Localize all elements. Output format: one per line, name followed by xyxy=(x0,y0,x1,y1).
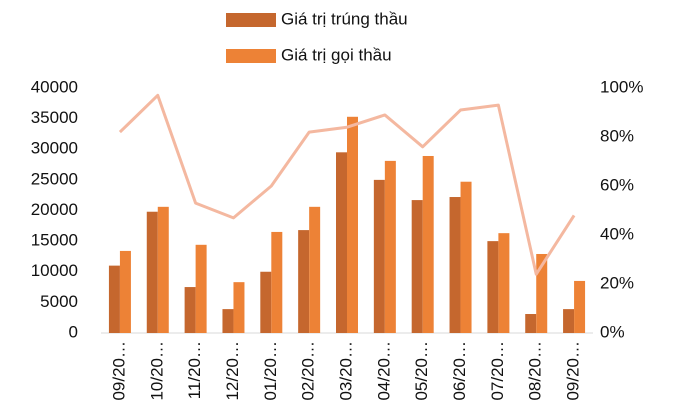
bar xyxy=(411,200,423,333)
y-tick-label: 35000 xyxy=(31,108,78,127)
bar xyxy=(563,309,575,333)
bar xyxy=(309,206,321,333)
x-tick-label: 09/20… xyxy=(564,341,583,401)
bar xyxy=(119,250,131,333)
line xyxy=(118,93,576,276)
x-tick-label: 01/20… xyxy=(261,341,280,401)
bar xyxy=(487,241,499,333)
y-tick-label: 10000 xyxy=(31,261,78,280)
bar xyxy=(108,265,120,333)
bar xyxy=(146,211,158,333)
bar xyxy=(298,230,310,333)
x-tick-label: 12/20… xyxy=(223,341,242,401)
x-tick-label: 05/20… xyxy=(412,341,431,401)
x-tick-label: 03/20… xyxy=(336,341,355,401)
bar xyxy=(574,280,586,333)
bar xyxy=(384,160,396,333)
legend-label: Giá trị trúng thầu xyxy=(281,9,408,28)
bar xyxy=(498,233,510,333)
y-tick-label: 0 xyxy=(69,322,78,341)
bar xyxy=(373,179,385,333)
x-tick-label: 10/20… xyxy=(147,341,166,401)
y2-tick-label: 80% xyxy=(600,126,634,145)
legend-swatch xyxy=(226,13,276,27)
y-tick-label: 30000 xyxy=(31,139,78,158)
bar xyxy=(260,271,272,333)
y-tick-label: 5000 xyxy=(40,292,78,311)
x-tick-label: 06/20… xyxy=(450,341,469,401)
bar xyxy=(347,116,358,333)
x-tick-label: 04/20… xyxy=(374,341,393,401)
x-tick-label: 07/20… xyxy=(488,341,507,401)
bar xyxy=(422,155,434,333)
bar xyxy=(449,197,461,333)
legend-label: Giá trị gọi thầu xyxy=(281,45,392,64)
y-tick-label: 40000 xyxy=(31,77,78,96)
y-tick-label: 25000 xyxy=(31,169,78,188)
bar xyxy=(271,231,283,333)
y2-tick-label: 100% xyxy=(600,77,643,96)
bar xyxy=(157,206,169,333)
y-tick-label: 15000 xyxy=(31,231,78,250)
x-tick-label: 08/20… xyxy=(526,341,545,401)
bar xyxy=(525,314,537,333)
bar xyxy=(233,282,245,333)
y2-tick-label: 60% xyxy=(600,175,634,194)
bar xyxy=(536,253,548,333)
legend-swatch xyxy=(226,49,276,63)
y-tick-label: 20000 xyxy=(31,200,78,219)
x-tick-label: 02/20… xyxy=(299,341,318,401)
x-tick-label: 09/20… xyxy=(109,341,128,401)
y2-tick-label: 0% xyxy=(600,322,625,341)
bar xyxy=(222,309,234,333)
bar xyxy=(460,181,472,333)
x-tick-label: 11/20… xyxy=(185,341,204,399)
bar xyxy=(195,244,207,333)
y2-tick-label: 40% xyxy=(600,224,634,243)
bar xyxy=(184,287,196,333)
y2-tick-label: 20% xyxy=(600,273,634,292)
bar xyxy=(336,152,347,333)
